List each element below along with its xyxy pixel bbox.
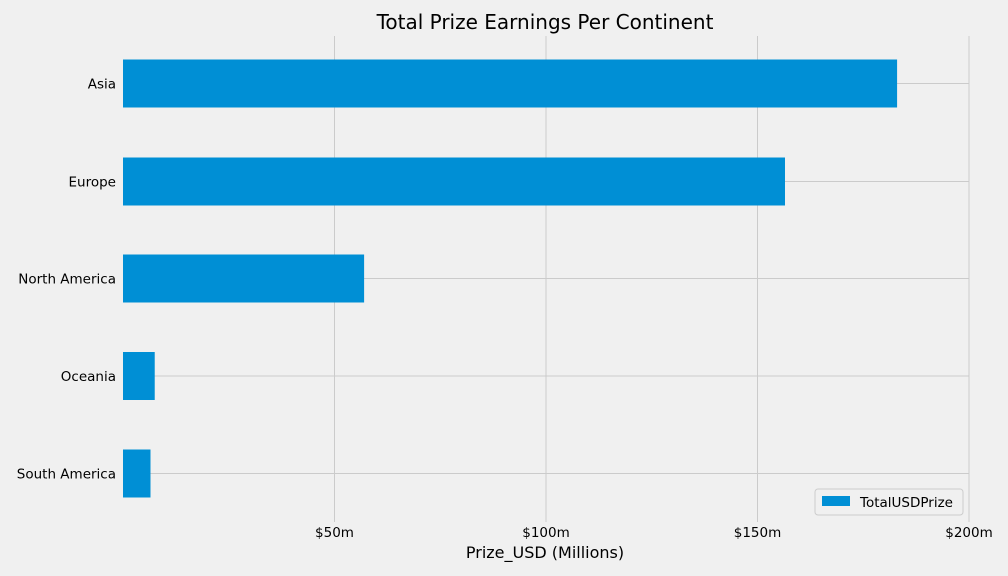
bar-europe	[123, 157, 785, 206]
y-tick-label: South America	[17, 467, 116, 483]
bar-oceania	[123, 352, 155, 400]
x-tick-label: $50m	[315, 525, 354, 541]
y-tick-label: North America	[18, 272, 116, 288]
x-tick-label: $200m	[945, 525, 993, 541]
x-tick-label: $100m	[522, 525, 570, 541]
bar-asia	[123, 59, 898, 108]
chart-title: Total Prize Earnings Per Continent	[376, 10, 714, 34]
y-tick-label: Oceania	[61, 369, 116, 385]
x-axis-label: Prize_USD (Millions)	[466, 543, 624, 563]
legend-label: TotalUSDPrize	[859, 495, 953, 511]
legend-box	[814, 488, 964, 516]
bars	[123, 59, 898, 498]
bar-south-america	[123, 449, 151, 498]
legend: TotalUSDPrize	[814, 488, 964, 516]
tick-labels: $50m $100m $150m $200m Asia Europe North Ameri…	[17, 77, 993, 542]
y-tick-label: Asia	[88, 77, 116, 93]
y-tick-label: Europe	[69, 175, 116, 191]
x-tick-label: $150m	[734, 525, 782, 541]
legend-swatch	[822, 496, 850, 506]
bar-north-america	[123, 254, 365, 303]
